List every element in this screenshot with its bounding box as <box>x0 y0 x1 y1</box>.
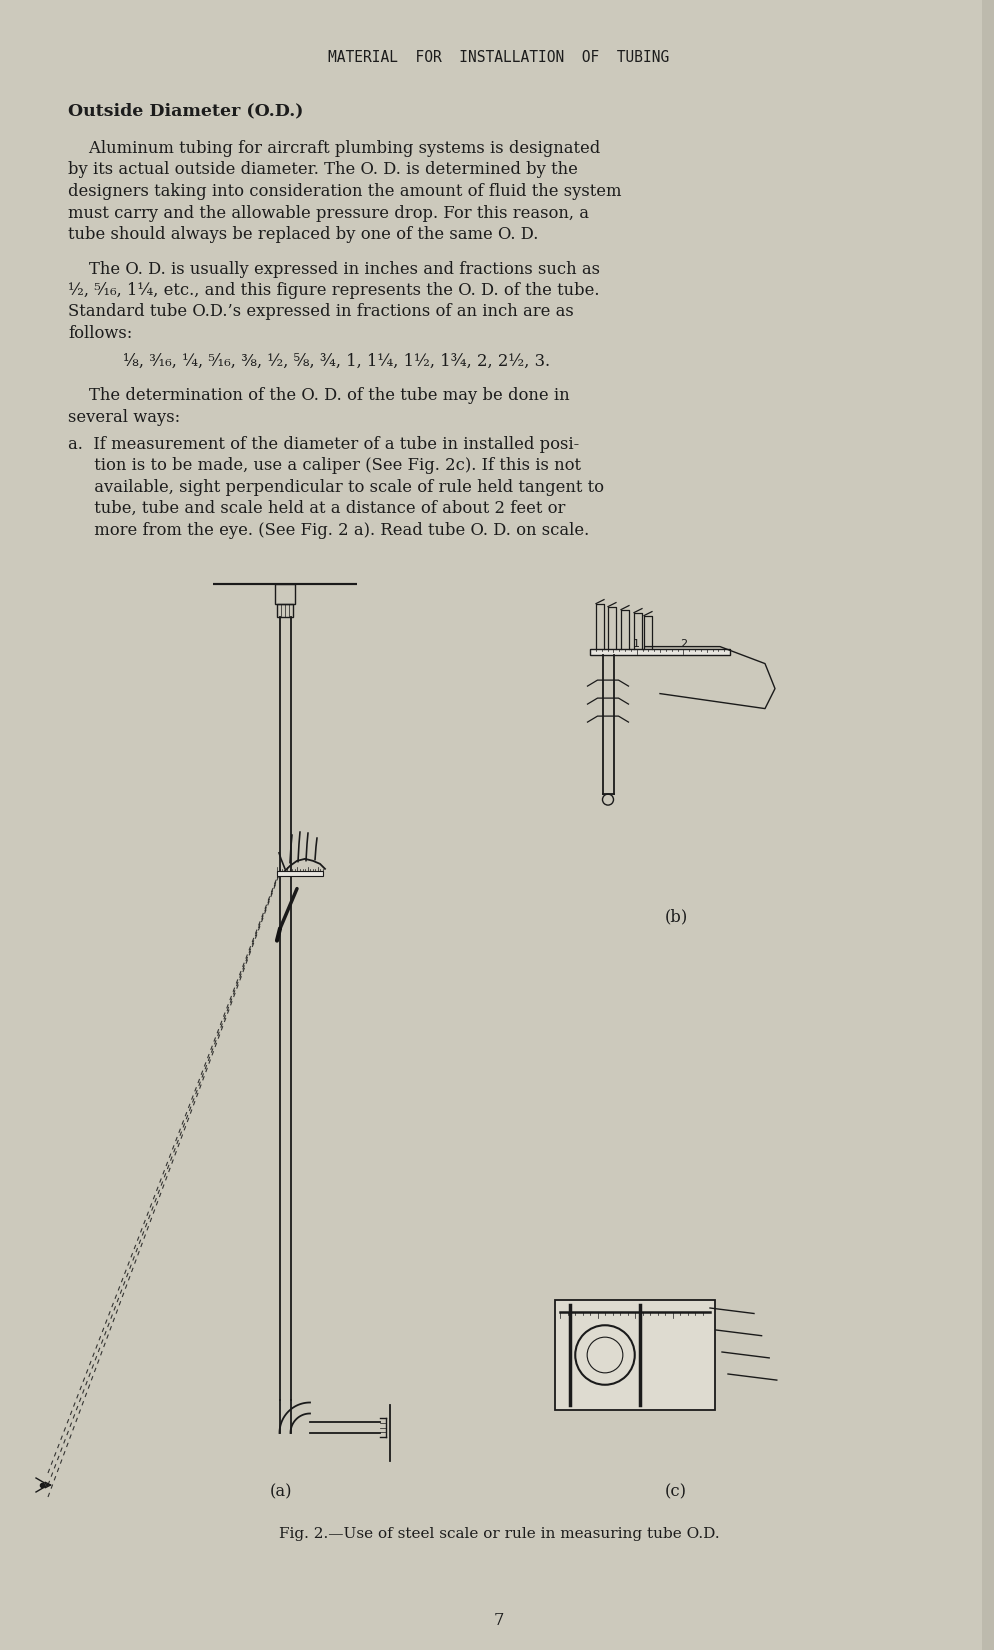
Text: 1: 1 <box>633 639 640 648</box>
Text: available, sight perpendicular to scale of rule held tangent to: available, sight perpendicular to scale … <box>68 478 604 495</box>
Text: more from the eye. (See Fig. 2 a). Read tube O. D. on scale.: more from the eye. (See Fig. 2 a). Read … <box>68 521 589 538</box>
Text: must carry and the allowable pressure drop. For this reason, a: must carry and the allowable pressure dr… <box>68 205 589 221</box>
Text: Fig. 2.—Use of steel scale or rule in measuring tube O.D.: Fig. 2.—Use of steel scale or rule in me… <box>278 1526 720 1541</box>
Text: MATERIAL  FOR  INSTALLATION  OF  TUBING: MATERIAL FOR INSTALLATION OF TUBING <box>328 50 670 64</box>
Text: follows:: follows: <box>68 325 132 342</box>
Text: tion is to be made, use a caliper (See Fig. 2c). If this is not: tion is to be made, use a caliper (See F… <box>68 457 581 474</box>
Bar <box>277 604 293 617</box>
Bar <box>982 0 994 1650</box>
Text: ⅛, ³⁄₁₆, ¼, ⁵⁄₁₆, ⅜, ½, ⅝, ¾, 1, 1¼, 1½, 1¾, 2, 2½, 3.: ⅛, ³⁄₁₆, ¼, ⁵⁄₁₆, ⅜, ½, ⅝, ¾, 1, 1¼, 1½,… <box>123 353 550 370</box>
Text: 2: 2 <box>680 639 687 648</box>
Text: tube, tube and scale held at a distance of about 2 feet or: tube, tube and scale held at a distance … <box>68 500 566 516</box>
Text: (b): (b) <box>665 909 688 926</box>
Text: Outside Diameter (O.D.): Outside Diameter (O.D.) <box>68 102 303 119</box>
Bar <box>275 584 295 604</box>
Text: The O. D. is usually expressed in inches and fractions such as: The O. D. is usually expressed in inches… <box>68 261 600 277</box>
Text: Aluminum tubing for aircraft plumbing systems is designated: Aluminum tubing for aircraft plumbing sy… <box>68 140 600 157</box>
Text: several ways:: several ways: <box>68 409 180 426</box>
Text: The determination of the O. D. of the tube may be done in: The determination of the O. D. of the tu… <box>68 388 570 404</box>
Text: by its actual outside diameter. The O. D. is determined by the: by its actual outside diameter. The O. D… <box>68 162 578 178</box>
Text: designers taking into consideration the amount of fluid the system: designers taking into consideration the … <box>68 183 621 200</box>
Text: tube should always be replaced by one of the same O. D.: tube should always be replaced by one of… <box>68 226 539 243</box>
Bar <box>555 1300 715 1411</box>
Bar <box>48 554 940 1554</box>
Text: (c): (c) <box>665 1483 687 1500</box>
Text: 7: 7 <box>494 1612 504 1629</box>
Text: Standard tube O.D.’s expressed in fractions of an inch are as: Standard tube O.D.’s expressed in fracti… <box>68 304 574 320</box>
Bar <box>590 648 730 655</box>
Text: a.  If measurement of the diameter of a tube in installed posi-: a. If measurement of the diameter of a t… <box>68 436 580 452</box>
Bar <box>277 871 323 876</box>
Text: ½, ⁵⁄₁₆, 1¼, etc., and this figure represents the O. D. of the tube.: ½, ⁵⁄₁₆, 1¼, etc., and this figure repre… <box>68 282 599 299</box>
Text: (a): (a) <box>270 1483 292 1500</box>
